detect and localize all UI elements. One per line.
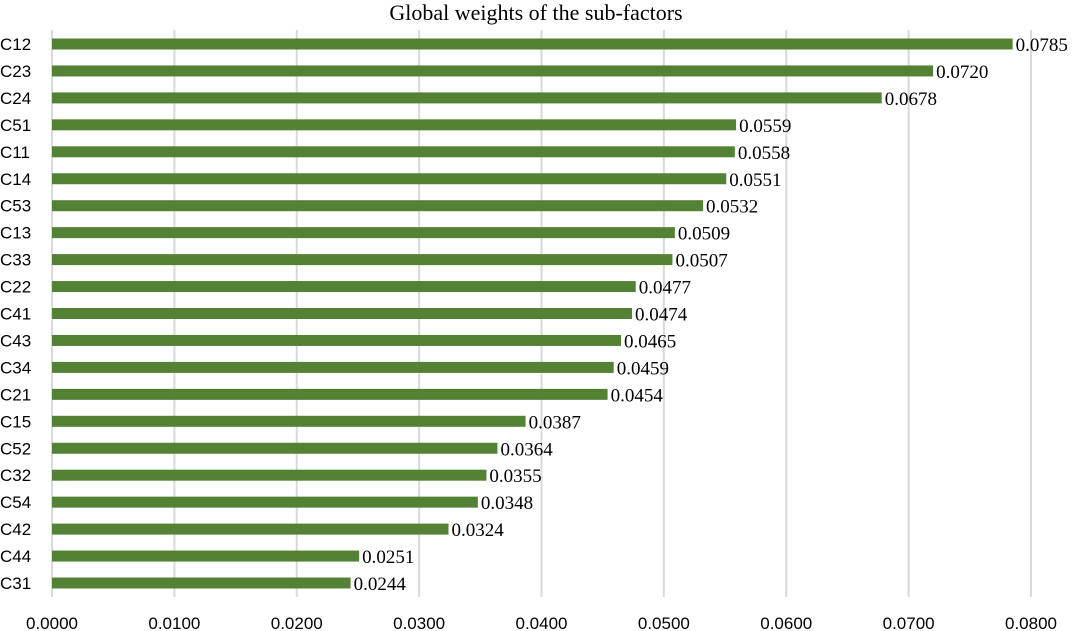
category-label: C14	[0, 170, 31, 189]
bar	[52, 65, 934, 77]
category-label: C34	[0, 358, 31, 377]
data-label: 0.0678	[885, 89, 937, 110]
data-label: 0.0348	[481, 493, 533, 514]
bar	[52, 496, 478, 508]
data-label: 0.0477	[639, 278, 691, 299]
bar	[52, 38, 1013, 50]
category-label: C32	[0, 466, 31, 485]
category-label: C13	[0, 224, 31, 243]
category-label: C43	[0, 331, 31, 350]
bars	[52, 38, 1013, 589]
bar	[52, 577, 351, 589]
bar	[52, 523, 449, 535]
category-label: C52	[0, 439, 31, 458]
category-label: C53	[0, 197, 31, 216]
category-label: C23	[0, 62, 31, 81]
data-label: 0.0720	[936, 62, 988, 83]
bar	[52, 308, 633, 319]
category-label: C12	[0, 35, 31, 54]
category-label: C24	[0, 89, 31, 108]
x-tick-label: 0.0000	[26, 614, 78, 631]
category-label: C21	[0, 385, 31, 404]
x-tick-label: 0.0200	[271, 614, 323, 631]
chart-title: Global weights of the sub-factors	[389, 0, 683, 25]
data-label: 0.0387	[529, 412, 581, 433]
data-label: 0.0509	[678, 224, 730, 245]
bar	[52, 361, 614, 373]
category-label: C11	[0, 143, 30, 162]
data-label: 0.0324	[451, 520, 504, 541]
data-labels: 0.0785 0.0720 0.0678 0.0559 0.0558 0.0551 0.05…	[354, 35, 1068, 595]
bar	[52, 119, 737, 131]
bar	[52, 281, 636, 293]
category-label: C31	[0, 574, 31, 593]
x-tick-label: 0.0700	[883, 614, 935, 631]
data-label: 0.0251	[362, 547, 414, 568]
category-label: C33	[0, 251, 31, 270]
bar	[52, 442, 498, 454]
bar	[52, 227, 675, 239]
data-label: 0.0465	[624, 331, 676, 352]
category-label: C54	[0, 493, 31, 512]
data-label: 0.0507	[675, 251, 727, 272]
category-label: C51	[0, 116, 31, 135]
x-tick-label: 0.0100	[148, 614, 200, 631]
category-label: C44	[0, 547, 31, 566]
bar	[52, 200, 704, 212]
data-label: 0.0551	[729, 170, 781, 191]
bar	[52, 92, 882, 104]
data-label: 0.0454	[611, 385, 664, 406]
category-label: C15	[0, 412, 31, 431]
x-tick-label: 0.0800	[1005, 614, 1057, 631]
bar	[52, 254, 673, 266]
data-label: 0.0364	[500, 439, 553, 460]
bar	[52, 173, 727, 185]
data-label: 0.0474	[635, 305, 688, 326]
x-tick-label: 0.0600	[760, 614, 812, 631]
data-label: 0.0532	[706, 197, 758, 218]
data-label: 0.0459	[617, 358, 669, 379]
data-label: 0.0559	[739, 116, 791, 137]
x-tick-label: 0.0400	[516, 614, 568, 631]
data-label: 0.0785	[1016, 35, 1068, 56]
bar	[52, 469, 487, 481]
x-tick-label: 0.0500	[638, 614, 690, 631]
category-label: C41	[0, 305, 31, 324]
bar	[52, 388, 608, 400]
x-tick-label: 0.0300	[393, 614, 445, 631]
category-labels: C12 C23 C24 C51 C11 C14 C53 C13 C33 C22 C41 C43 C34 C…	[0, 35, 31, 593]
data-label: 0.0558	[738, 143, 790, 164]
bar	[52, 334, 622, 346]
x-axis-tick-labels: 0.0000 0.0100 0.0200 0.0300 0.0400 0.0500 0.06…	[26, 614, 1057, 631]
bar	[52, 146, 735, 158]
bar	[52, 550, 360, 562]
category-label: C42	[0, 520, 31, 539]
data-label: 0.0244	[354, 574, 407, 595]
bar	[52, 415, 526, 427]
category-label: C22	[0, 278, 31, 297]
data-label: 0.0355	[489, 466, 541, 487]
